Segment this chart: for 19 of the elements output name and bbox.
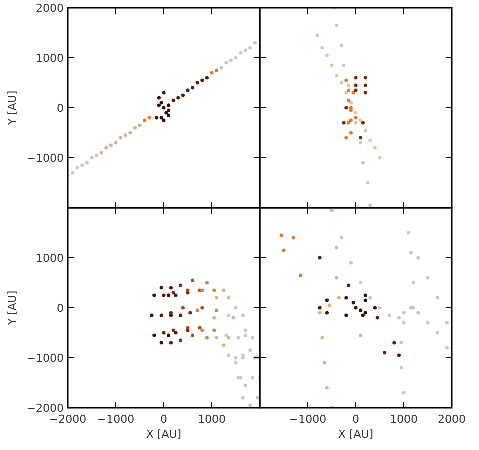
y-tick-label: −1000 xyxy=(26,152,64,165)
y-tick-label: 0 xyxy=(57,302,64,315)
y-tick-label: −1000 xyxy=(26,352,64,365)
x-tick-label: 1000 xyxy=(390,413,418,426)
y-tick-label: 1000 xyxy=(36,52,64,65)
y-axis-title: Y [AU] xyxy=(6,290,19,326)
x-tick-label: 2000 xyxy=(438,413,466,426)
x-axis-title: X [AU] xyxy=(146,428,182,441)
x-axis-title: X [AU] xyxy=(338,428,374,441)
x-tick-label: 0 xyxy=(160,413,168,426)
y-tick-label: 1000 xyxy=(36,252,64,265)
y-axis-title: Y [AU] xyxy=(6,90,19,126)
x-tick-label: 1000 xyxy=(198,413,226,426)
x-tick-label: −1000 xyxy=(289,413,327,426)
y-tick-label: −2000 xyxy=(26,402,64,415)
y-tick-label: 2000 xyxy=(36,2,64,15)
x-tick-label: −1000 xyxy=(97,413,135,426)
x-tick-label: 0 xyxy=(352,413,360,426)
y-tick-label: 0 xyxy=(57,102,64,115)
